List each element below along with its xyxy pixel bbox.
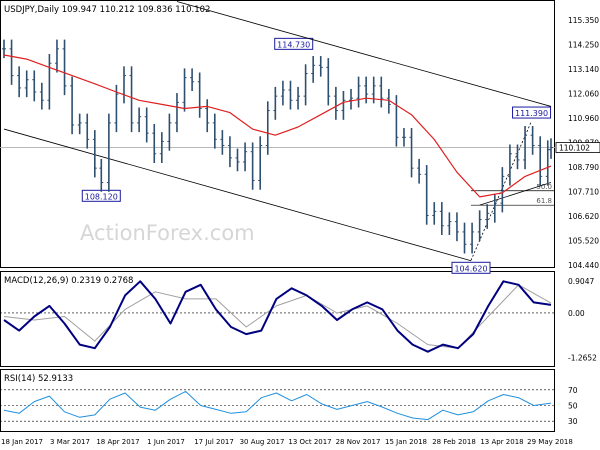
rsi-line	[3, 390, 552, 421]
trendline	[470, 120, 532, 261]
swing-label-box	[274, 37, 314, 50]
price-tick-label: 106.620	[568, 212, 599, 221]
price-tick-label: 114.250	[568, 41, 599, 50]
watermark: ActionForex.com	[80, 221, 255, 245]
swing-label-text: 104.620	[454, 264, 487, 273]
symbol-header: USDJPY,Daily 109.947 110.212 109.836 110…	[4, 5, 210, 15]
x-tick-label: 15 Jan 2018	[385, 438, 427, 446]
macd-line	[3, 280, 552, 353]
macd-y-axis: 0.9047 0.00 -1.2652	[568, 277, 597, 362]
x-tick-label: 3 Mar 2017	[50, 438, 90, 446]
swing-label-108120: 108.120	[81, 189, 121, 202]
fib-level-label: 50.0	[536, 183, 552, 191]
macd-tick-label: -1.2652	[568, 353, 597, 362]
macd-title: MACD(12,26,9) 0.2319 0.2768	[4, 276, 133, 286]
fib-level-label: 61.8	[536, 197, 552, 205]
x-tick-label: 18 Jan 2017	[1, 438, 43, 446]
swing-label-114730: 114.730	[274, 37, 314, 50]
rsi-tick-label: 50	[568, 402, 578, 411]
swing-label-box	[451, 261, 491, 274]
price-tick-label: 104.440	[568, 261, 599, 270]
trendline	[3, 128, 472, 262]
x-tick-label: 28 Nov 2017	[336, 438, 381, 446]
price-tick-label: 105.520	[568, 237, 599, 246]
price-panel-frame	[0, 0, 555, 268]
swing-label-104620: 104.620	[451, 261, 491, 274]
x-tick-label: 13 Oct 2017	[288, 438, 331, 446]
rsi-series	[3, 390, 552, 421]
price-tick-label: 107.710	[568, 188, 599, 197]
guide-lines	[0, 1, 555, 422]
rsi-y-axis: 70 50 30	[568, 386, 578, 426]
x-tick-label: 18 Apr 2017	[96, 438, 139, 446]
moving-average-line	[3, 54, 552, 198]
x-tick-label: 17 Jul 2017	[194, 438, 234, 446]
trendline	[176, 1, 552, 107]
x-tick-label: 29 May 2018	[527, 438, 573, 446]
last-price-marker: 110.102	[555, 142, 600, 153]
swing-label-111390: 111.390	[512, 106, 552, 119]
price-tick-label: 113.140	[568, 65, 599, 74]
x-tick-label: 1 Jun 2017	[147, 438, 185, 446]
swing-label-text: 114.730	[277, 40, 310, 49]
x-tick-label: 30 Aug 2017	[240, 438, 285, 446]
price-tick-label: 108.790	[568, 163, 599, 172]
swing-label-text: 111.390	[515, 109, 548, 118]
trendline	[479, 182, 552, 206]
swing-annotations: 114.730 108.120 104.620 111.390	[81, 37, 552, 274]
rsi-tick-label: 30	[568, 417, 578, 426]
rsi-title: RSI(14) 52.9133	[4, 374, 73, 384]
x-tick-label: 13 Apr 2018	[480, 438, 523, 446]
macd-panel-frame	[0, 271, 555, 367]
rsi-panel-frame	[0, 369, 555, 432]
price-tick-label: 110.960	[568, 114, 599, 123]
last-price-box	[555, 142, 600, 153]
price-tick-label: 112.060	[568, 90, 599, 99]
rsi-tick-label: 70	[568, 386, 578, 395]
swing-label-box	[512, 106, 552, 119]
price-series	[2, 39, 553, 254]
x-tick-label: 28 Feb 2018	[432, 438, 476, 446]
x-axis: 18 Jan 2017 3 Mar 2017 18 Apr 2017 1 Jun…	[1, 438, 573, 446]
macd-series	[3, 280, 552, 353]
macd-tick-label: 0.00	[568, 309, 585, 318]
swing-label-text: 108.120	[85, 192, 118, 201]
last-price-label: 110.102	[559, 144, 590, 153]
price-tick-label: 115.350	[568, 16, 599, 25]
macd-tick-label: 0.9047	[568, 277, 594, 286]
